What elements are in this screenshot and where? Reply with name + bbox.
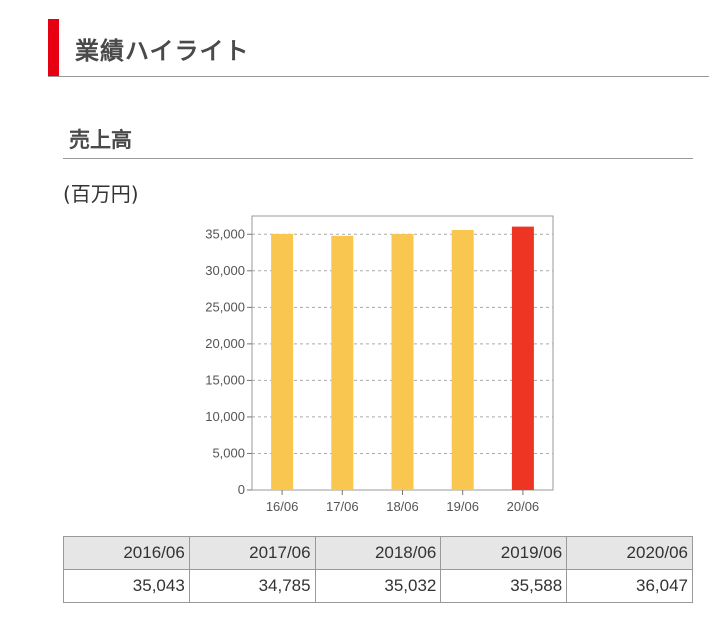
unit-label: (百万円) — [63, 182, 139, 206]
table-cell: 35,588 — [440, 569, 568, 603]
table-header-cell: 2016/06 — [63, 536, 190, 570]
subsection-title: 売上高 — [69, 128, 132, 152]
x-tick-label: 19/06 — [446, 499, 479, 514]
table-header-cell: 2017/06 — [188, 536, 316, 570]
table-header-cell: 2020/06 — [566, 536, 693, 570]
bar — [391, 234, 414, 490]
table-header-cell: 2018/06 — [314, 536, 442, 570]
section-title: 業績ハイライト — [75, 37, 250, 65]
x-tick-label: 20/06 — [507, 499, 540, 514]
y-tick-label: 15,000 — [205, 372, 245, 387]
table-header-cell: 2019/06 — [440, 536, 568, 570]
x-tick-label: 17/06 — [326, 499, 359, 514]
x-tick-label: 16/06 — [266, 499, 299, 514]
table-cell: 35,032 — [314, 569, 442, 603]
bar — [451, 229, 474, 491]
y-tick-label: 5,000 — [212, 445, 245, 460]
accent-bar — [48, 19, 59, 76]
y-tick-label: 20,000 — [205, 336, 245, 351]
table-header-row: 2016/06 2017/06 2018/06 2019/06 2020/06 — [63, 536, 693, 570]
bar — [331, 235, 354, 490]
x-tick-label: 18/06 — [386, 499, 419, 514]
sales-bar-chart: 0 5,000 10,000 15,000 20,000 25,000 30,000 35,0… — [205, 215, 554, 514]
y-tick-label: 35,000 — [205, 226, 245, 241]
y-tick-label: 10,000 — [205, 409, 245, 424]
bar — [271, 233, 294, 490]
table-cell: 36,047 — [566, 569, 693, 603]
y-tick-label: 0 — [238, 482, 245, 497]
sales-table: 2016/06 2017/06 2018/06 2019/06 2020/06 … — [63, 536, 693, 603]
table-row: 35,043 34,785 35,032 35,588 36,047 — [63, 569, 693, 603]
section-header: 業績ハイライト — [48, 19, 709, 77]
subsection-header: 売上高 — [63, 121, 693, 159]
y-tick-label: 30,000 — [205, 263, 245, 278]
table-cell: 35,043 — [63, 569, 190, 603]
table-cell: 34,785 — [188, 569, 316, 603]
y-tick-label: 25,000 — [205, 299, 245, 314]
bar — [511, 226, 534, 491]
